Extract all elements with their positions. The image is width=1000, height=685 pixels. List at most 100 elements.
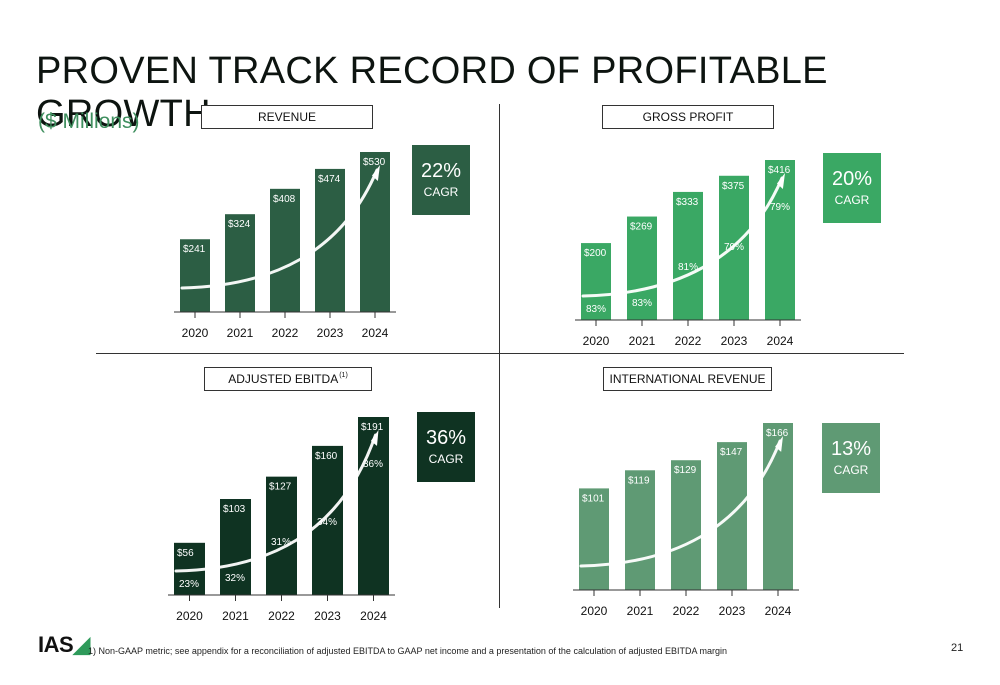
- bar-2024: [358, 417, 389, 595]
- international-revenue-cagr-box: 13% CAGR: [822, 423, 880, 493]
- bar-2023: [312, 445, 343, 595]
- bar-2021: [220, 499, 251, 595]
- margin-label: 79%: [724, 242, 744, 253]
- horizontal-divider: [96, 353, 904, 354]
- value-label: $119: [628, 475, 650, 486]
- bar-2024: [765, 160, 795, 320]
- international-revenue-cagr-label: CAGR: [833, 463, 869, 477]
- revenue-chart: $241 2020 $324 2021 $408 2022 $474 2023 $530 2024: [174, 152, 396, 340]
- revenue-cagr-box: 22% CAGR: [412, 145, 470, 215]
- adjusted-ebitda-cagr-box: 36% CAGR: [417, 412, 475, 482]
- adjusted-ebitda-cagr-value: 36%: [425, 427, 467, 449]
- value-label: $474: [318, 174, 341, 185]
- value-label: $191: [361, 422, 384, 433]
- gross-profit-cagr-label: CAGR: [834, 193, 870, 207]
- category-label: 2021: [629, 334, 656, 348]
- growth-arrow: [180, 168, 379, 290]
- bar-2020: [180, 239, 210, 312]
- value-label: $324: [228, 219, 251, 230]
- value-label: $166: [766, 428, 789, 439]
- bar-2020: [579, 488, 609, 590]
- margin-label: 79%: [770, 202, 790, 213]
- category-label: 2020: [182, 326, 209, 340]
- category-label: 2024: [360, 609, 387, 623]
- category-label: 2024: [765, 604, 792, 618]
- bar-2024: [763, 423, 793, 590]
- adjusted-ebitda-chart: $56 2020 $103 2021 $127 2022 $160 2023 $191 2024 2…: [168, 417, 395, 623]
- value-label: $56: [177, 548, 194, 559]
- category-label: 2021: [227, 326, 254, 340]
- margin-label: 83%: [632, 298, 652, 309]
- bar-2022: [673, 191, 703, 320]
- bar-2022: [671, 460, 701, 590]
- value-label: $160: [315, 451, 338, 462]
- category-label: 2022: [673, 604, 700, 618]
- bar-2023: [719, 175, 749, 320]
- category-label: 2022: [272, 326, 299, 340]
- category-label: 2020: [581, 604, 608, 618]
- growth-arrow-head: [776, 173, 785, 189]
- growth-arrow-head: [775, 436, 783, 452]
- page-number: 21: [951, 642, 964, 654]
- vertical-divider: [499, 104, 500, 608]
- category-label: 2024: [362, 326, 389, 340]
- category-label: 2021: [627, 604, 654, 618]
- footnote: 1) Non-GAAP metric; see appendix for a r…: [88, 646, 728, 656]
- category-label: 2020: [176, 609, 203, 623]
- category-label: 2023: [317, 326, 344, 340]
- value-label: $269: [630, 222, 653, 233]
- ias-logo: IAS◢: [38, 632, 90, 657]
- bar-2021: [627, 216, 657, 320]
- international-revenue-cagr-value: 13%: [830, 438, 872, 460]
- bar-2022: [266, 476, 297, 595]
- margin-label: 31%: [271, 537, 291, 548]
- growth-arrow: [174, 433, 377, 573]
- value-label: $416: [768, 165, 791, 176]
- bar-2022: [270, 188, 300, 312]
- value-label: $408: [273, 194, 296, 205]
- margin-label: 23%: [179, 579, 199, 590]
- category-label: 2021: [222, 609, 249, 623]
- value-label: $147: [720, 447, 743, 458]
- bar-2024: [360, 152, 390, 312]
- units-subtitle: ($ Millions): [38, 110, 140, 133]
- value-label: $241: [183, 244, 206, 255]
- value-label: $127: [269, 482, 292, 493]
- revenue-cagr-label: CAGR: [423, 185, 459, 199]
- page-title: PROVEN TRACK RECORD OF PROFITABLE GROWTH: [36, 50, 828, 135]
- gross-profit-label: GROSS PROFIT: [602, 105, 774, 129]
- bar-2023: [315, 168, 345, 312]
- value-label: $101: [582, 493, 605, 504]
- growth-arrow: [579, 439, 782, 568]
- margin-label: 34%: [317, 517, 337, 528]
- gross-profit-cagr-value: 20%: [831, 168, 873, 190]
- bar-2021: [225, 214, 255, 312]
- category-label: 2023: [721, 334, 748, 348]
- bar-2020: [581, 243, 611, 320]
- category-label: 2022: [268, 609, 295, 623]
- margin-label: 81%: [678, 262, 698, 273]
- category-label: 2024: [767, 334, 794, 348]
- gross-profit-cagr-box: 20% CAGR: [823, 153, 881, 223]
- value-label: $375: [722, 181, 745, 192]
- revenue-label: REVENUE: [201, 105, 373, 129]
- growth-arrow-head: [371, 165, 380, 181]
- international-revenue-chart: $101 2020 $119 2021 $129 2022 $147 2023 $166 2024: [573, 423, 799, 618]
- category-label: 2022: [675, 334, 702, 348]
- margin-label: 32%: [225, 573, 245, 584]
- category-label: 2020: [583, 334, 610, 348]
- bar-2023: [717, 442, 747, 590]
- value-label: $200: [584, 248, 607, 259]
- adjusted-ebitda-cagr-label: CAGR: [428, 452, 464, 466]
- international-revenue-label: INTERNATIONAL REVENUE: [603, 367, 772, 391]
- bar-2021: [625, 470, 655, 590]
- growth-arrow-head: [370, 430, 379, 446]
- category-label: 2023: [314, 609, 341, 623]
- value-label: $333: [676, 197, 699, 208]
- value-label: $530: [363, 157, 386, 168]
- category-label: 2023: [719, 604, 746, 618]
- revenue-cagr-value: 22%: [420, 160, 462, 182]
- adjusted-ebitda-label: ADJUSTED EBITDA (1): [204, 367, 372, 391]
- value-label: $129: [674, 465, 697, 476]
- value-label: $103: [223, 504, 246, 515]
